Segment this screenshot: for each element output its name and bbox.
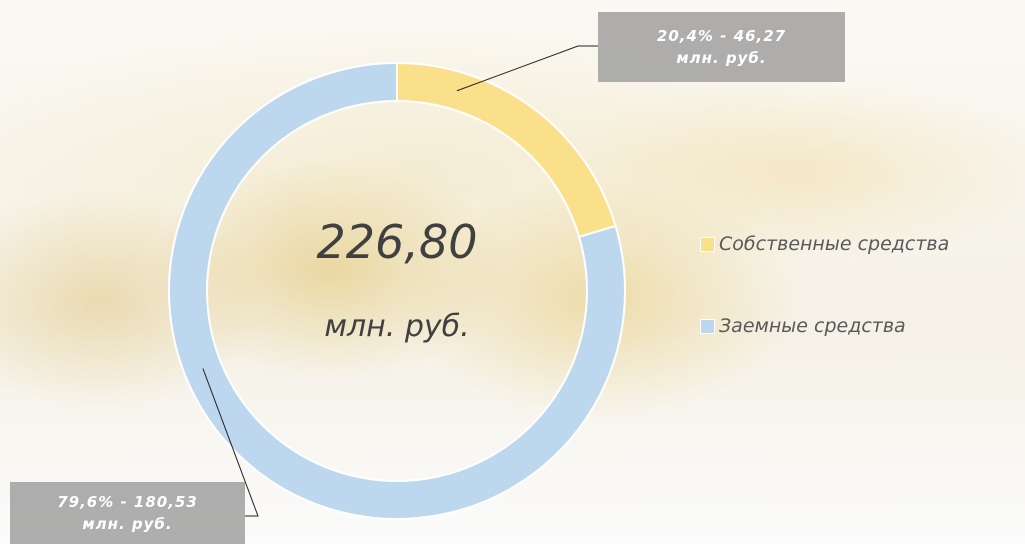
legend-label: Собственные средства (719, 233, 949, 255)
legend-swatch (700, 237, 715, 252)
slices (169, 63, 625, 519)
legend-item: Собственные средства (700, 233, 949, 255)
value-label-box: 20,4% - 46,27 млн. руб. (598, 12, 845, 82)
value-label: 20,4% - 46,27 млн. руб. (647, 25, 797, 69)
donut-chart: 226,80 млн. руб. (0, 0, 1025, 544)
center-value: 226,80 (317, 215, 478, 269)
center-label: млн. руб. (324, 309, 469, 344)
donut-slice (397, 63, 616, 237)
legend-label: Заемные средства (719, 315, 906, 337)
value-label: 79,6% - 180,53 млн. руб. (53, 491, 203, 535)
value-label-box: 79,6% - 180,53 млн. руб. (10, 482, 245, 544)
chart: 226,80 млн. руб. 20,4% - 46,27 млн. руб.… (0, 0, 1025, 544)
legend-swatch (700, 319, 715, 334)
legend-item: Заемные средства (700, 315, 906, 337)
